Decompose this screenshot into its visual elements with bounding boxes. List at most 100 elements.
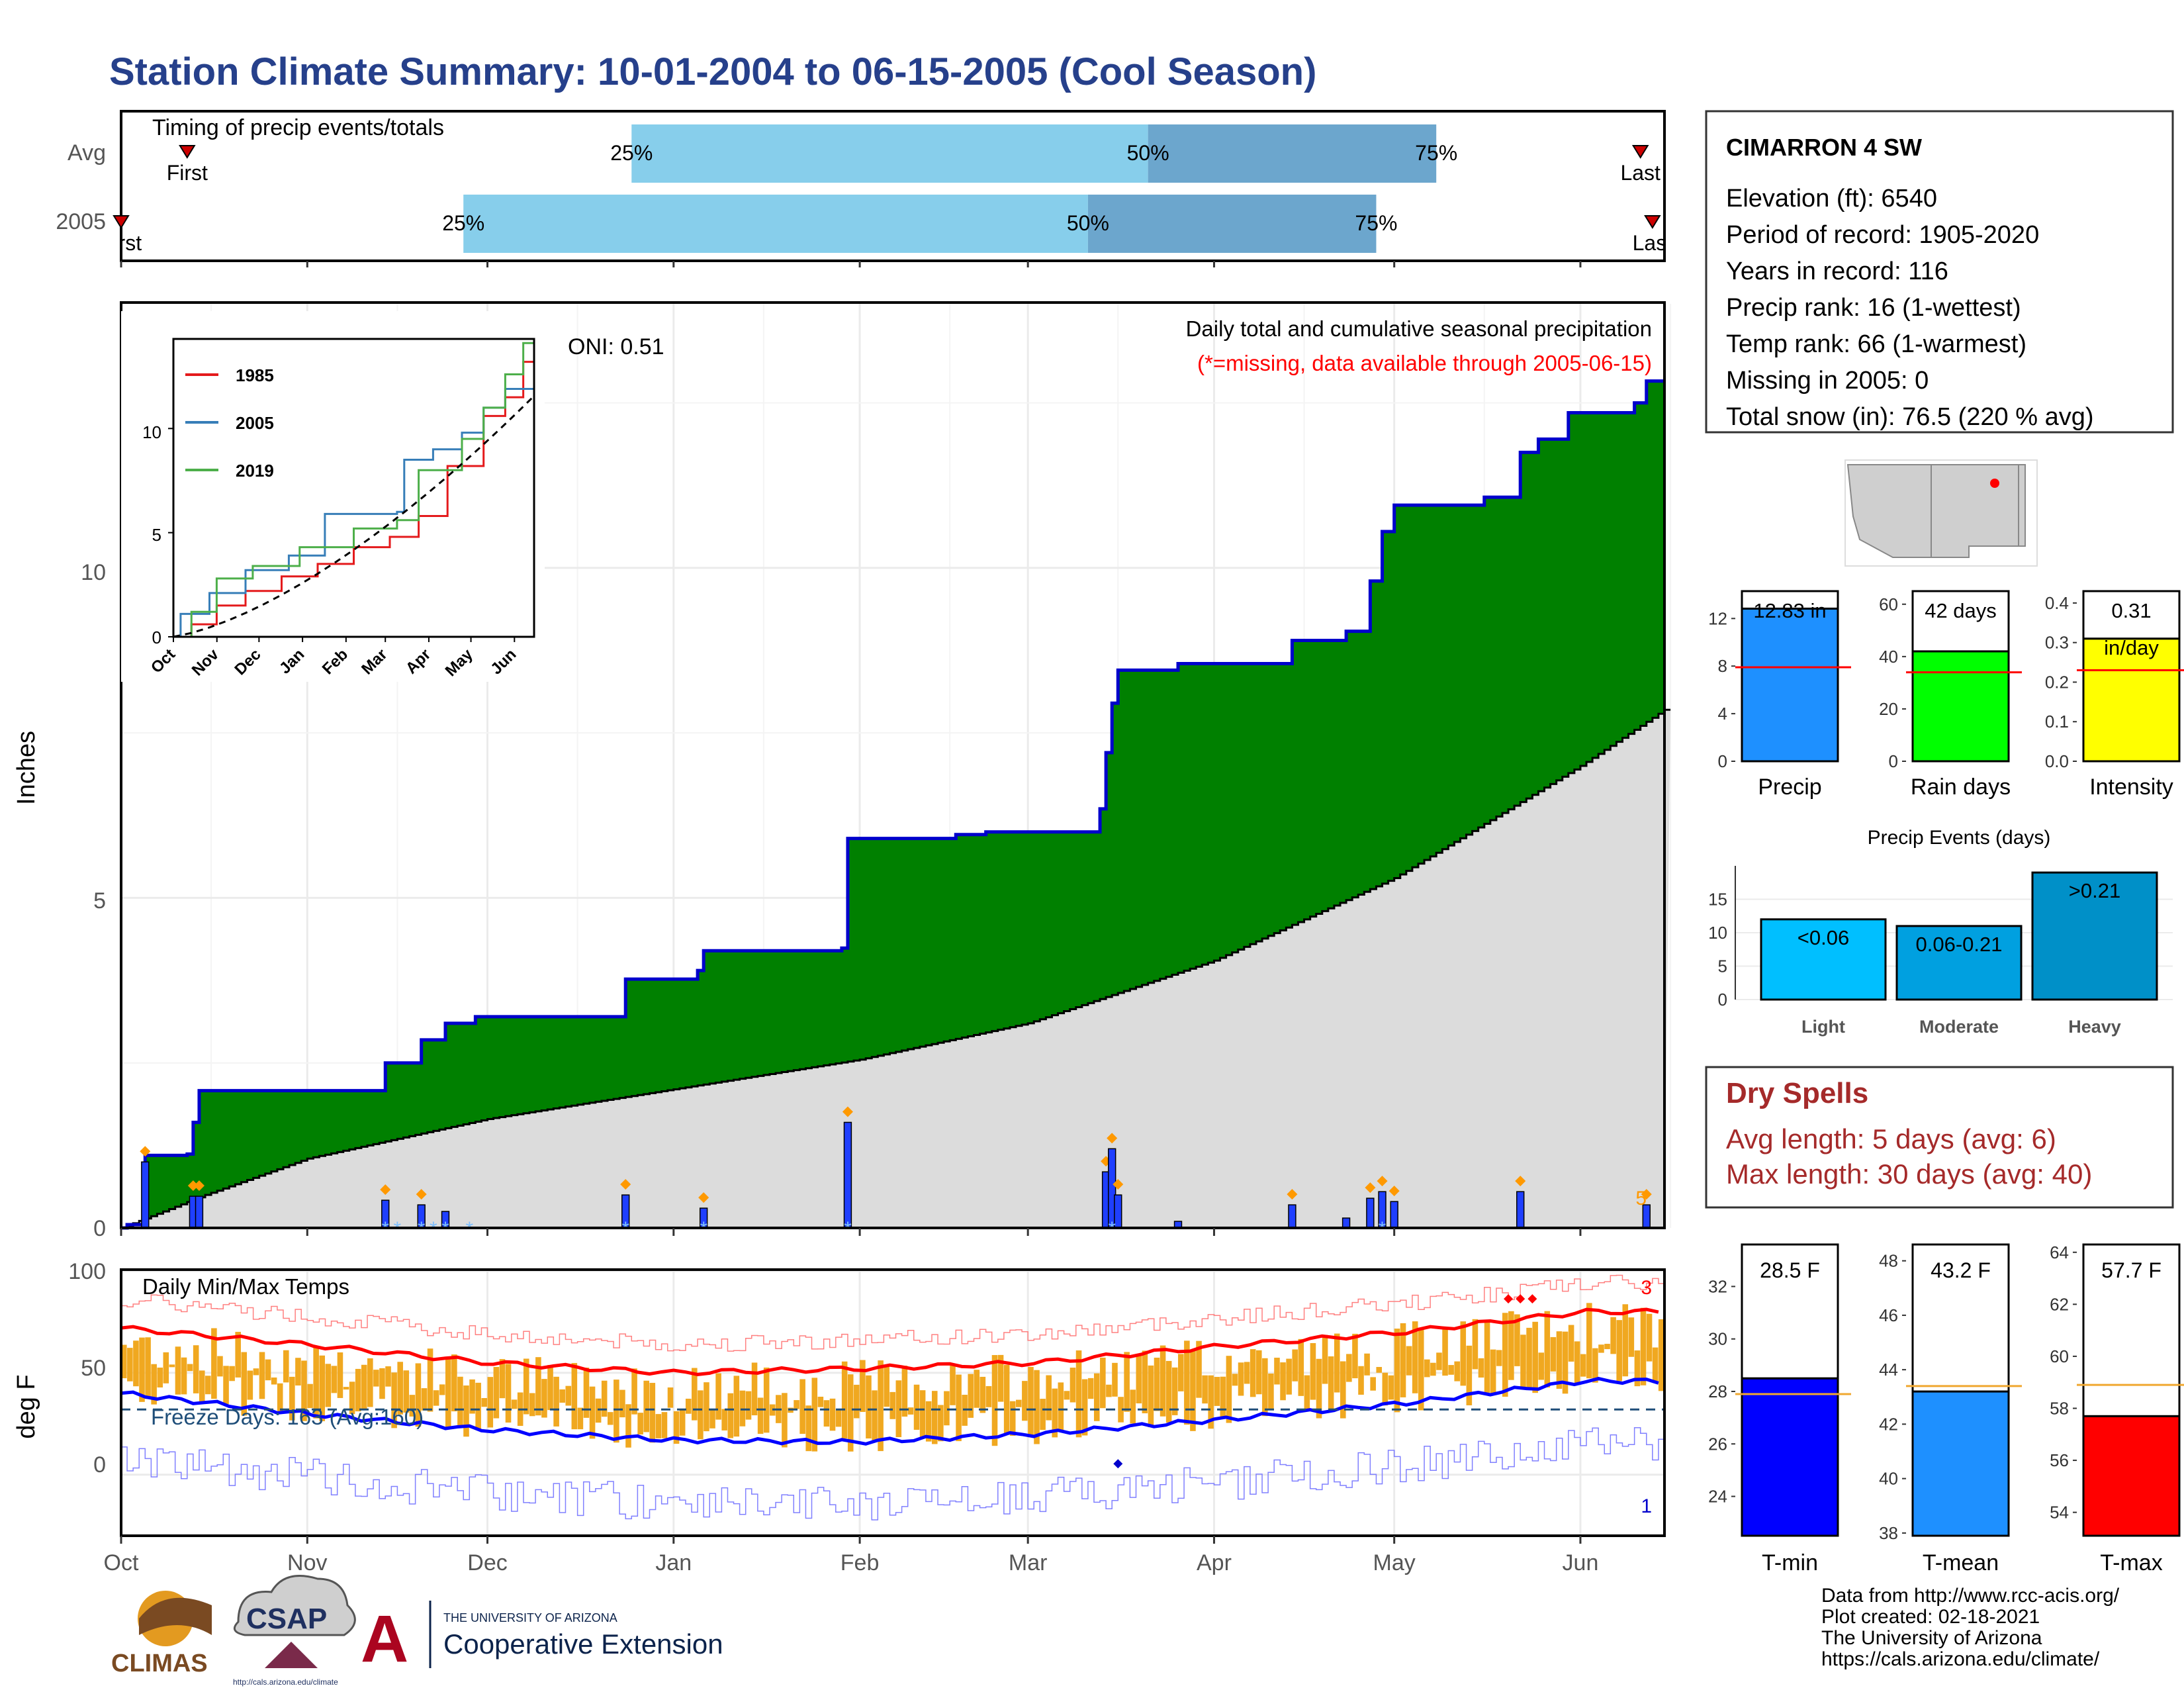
timing-label: Timing of precip events/totals [152,115,444,140]
daily-temp-bar [1142,1350,1148,1413]
daily-temp-bar [1250,1349,1256,1397]
temp-summary-tick-label: 54 [2050,1503,2069,1523]
oni-value: ONI: 0.51 [568,334,664,359]
ua-logo-bottom: Cooperative Extension [443,1628,723,1660]
month-label: Jan [655,1550,692,1575]
timing-bars: 25% 50% 75% First Last 25% 50% 75% First Last [113,124,1664,267]
daily-temp-bar [229,1366,235,1382]
daily-temp-bar [211,1328,217,1399]
daily-temp-bar [403,1370,410,1413]
daily-temp-bar [139,1337,145,1402]
daily-temp-bar [1412,1321,1418,1393]
temp-summary-label: T-max [2100,1550,2162,1575]
daily-temp-bar [685,1398,692,1414]
month-label: Apr [1197,1550,1232,1575]
daily-temp-bar [313,1346,319,1419]
summary-bar [1911,650,2010,763]
daily-temp-bar [133,1340,139,1387]
dry-spells-title: Dry Spells [1726,1077,1868,1109]
inset-line-2019 [173,339,535,638]
daily-precip-bar [1288,1204,1297,1229]
daily-temp-bar [547,1365,553,1411]
daily-precip-bar [195,1196,204,1229]
daily-temp-bar [1508,1311,1514,1380]
temp-summary-tick-label: 58 [2050,1399,2069,1419]
daily-temp-bar [127,1348,133,1382]
daily-temp-bar [763,1367,770,1433]
daily-temp-bar [1568,1325,1574,1362]
temp-bottom-count: 1 [1641,1495,1652,1517]
cumulative-precip-line [121,379,1664,1230]
summary-bar [2082,637,2181,763]
daily-temp-bar [1064,1391,1070,1400]
daily-precip-bar [1390,1201,1398,1229]
daily-temp-bar [1255,1350,1262,1395]
inset-frame [172,338,535,638]
daily-temp-bar [938,1405,944,1442]
daily-temp-bar [427,1348,433,1412]
ua-logo: A THE UNIVERSITY OF ARIZONA Cooperative … [361,1601,723,1676]
daily-temp-bar [1604,1344,1610,1350]
summary-tick-label: 0.0 [2045,751,2069,771]
daily-temp-bar [1190,1350,1196,1431]
daily-temp-bar [1646,1313,1653,1362]
daily-temp-bar [1544,1311,1551,1387]
snow-marker-icon [1377,1176,1388,1187]
daily-temp-bar [169,1364,175,1368]
daily-temp-bar [385,1366,391,1387]
daily-temp-bar [704,1382,709,1432]
temp-summary-tick-label: 60 [2050,1346,2069,1366]
temp-summary-top-box [2082,1243,2181,1417]
month-label: Oct [104,1550,139,1575]
snow-marker-icon [1107,1133,1118,1144]
timing-bar-early [463,195,1088,253]
daily-temp-bar [1184,1340,1190,1425]
timing-quantile-label: 75% [1415,141,1457,165]
daily-temp-bar [1622,1304,1629,1377]
daily-temp-bar [577,1407,584,1430]
daily-temp-bar [1292,1349,1298,1382]
dry-spells-line-2: Max length: 30 days (avg: 40) [1726,1158,2092,1190]
summary-value-label: 12.83 in [1753,599,1826,622]
station-frame [1705,110,2174,434]
last-marker-icon [1644,215,1661,229]
event-value-label: 0.06-0.21 [1916,933,2003,956]
avg-max-temp-line [120,1307,1659,1376]
daily-temp-bar [1202,1375,1208,1404]
daily-temp-bar [974,1370,980,1408]
daily-temp-bar [1520,1335,1526,1387]
daily-temp-bar [643,1380,650,1432]
daily-temp-bar [968,1374,974,1418]
summary-bar [1741,607,1839,763]
daily-temp-bar [373,1370,379,1387]
snow-marker-icon [193,1180,205,1192]
dry-spells: Dry Spells Avg length: 5 days (avg: 6) M… [1705,1066,2174,1209]
inset-chart: 1985 2005 2019 0 5 10 Oct Nov Dec Jan Feb Mar… [121,311,545,682]
snow-marker-icon [698,1192,709,1203]
daily-temp-bar [1106,1384,1112,1397]
daily-temp-bar [325,1364,332,1407]
daily-temp-bar [1550,1336,1557,1372]
daily-temp-bar [811,1378,818,1452]
timing-frame [120,110,1666,262]
daily-temp-bar [673,1411,680,1444]
daily-precip-bar [1516,1191,1525,1229]
events-title: Precip Events (days) [1868,827,2051,849]
daily-temp-bar [1358,1366,1364,1395]
daily-temp-bar [649,1383,656,1443]
daily-temp-bar [1028,1366,1034,1438]
temp-summary-tick-label: 32 [1708,1276,1727,1296]
event-bar [2031,871,2158,1001]
daily-temp-bar [1136,1355,1142,1404]
temp-summary-tick-label: 56 [2050,1450,2069,1470]
temp-summary-tick-label: 30 [1708,1329,1727,1349]
station-line-4: Precip rank: 16 (1-wettest) [1726,294,2021,322]
events-tick-label: 5 [1718,957,1727,976]
daily-temp-bar [1262,1358,1268,1417]
climas-logo-swoosh [139,1597,212,1635]
daily-temp-bar [727,1393,734,1438]
daily-temp-bar [1009,1401,1016,1436]
daily-temp-bar [343,1387,349,1390]
timing-quantile-label: 50% [1067,211,1109,235]
daily-temp-bar [535,1357,541,1416]
